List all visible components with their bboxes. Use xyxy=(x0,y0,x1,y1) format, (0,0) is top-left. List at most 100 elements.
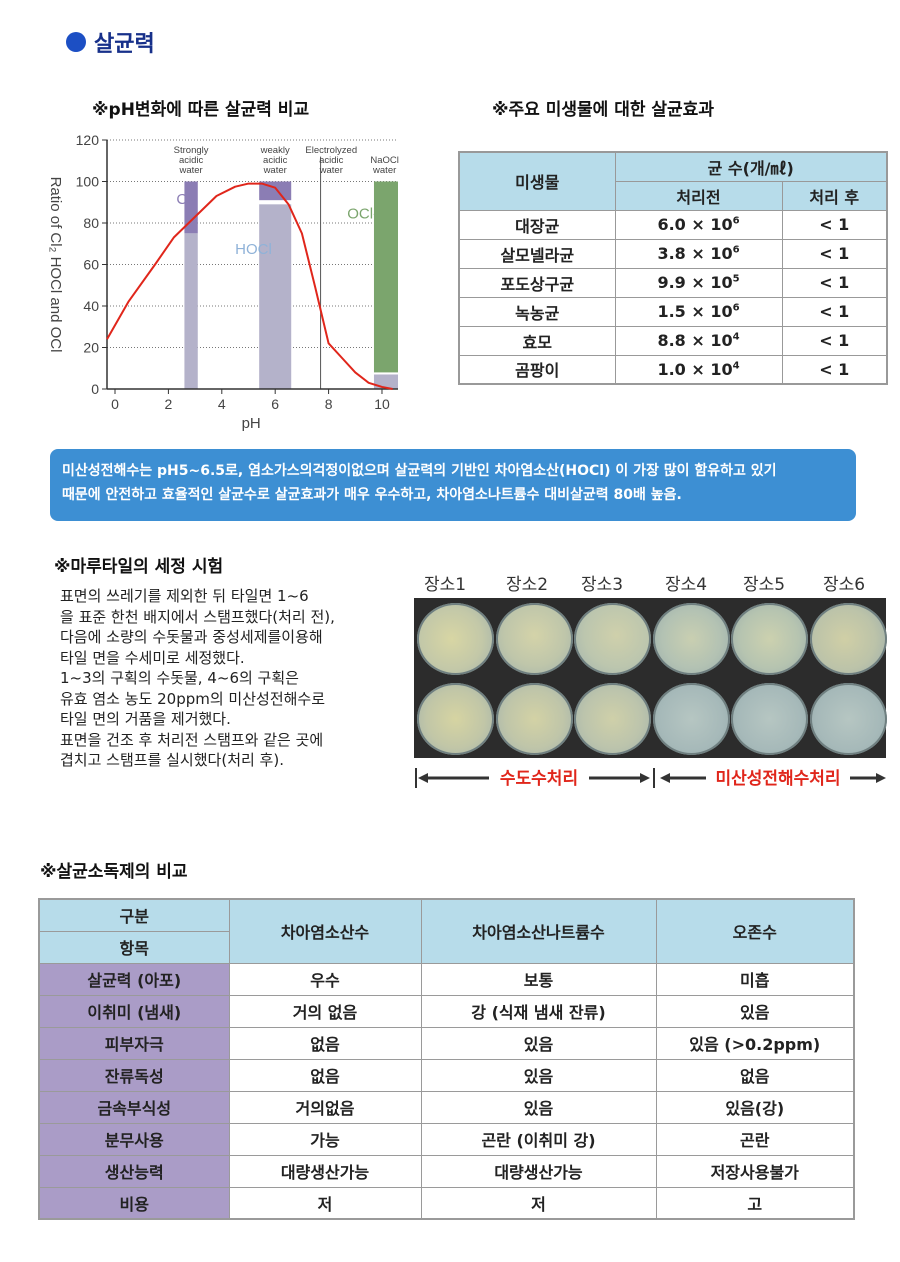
y-tick-label: 20 xyxy=(83,340,99,356)
x-tick-label: 8 xyxy=(325,396,333,412)
bar-segment xyxy=(373,181,398,373)
bar-segment xyxy=(184,181,198,234)
count-exponent: 4 xyxy=(732,360,740,372)
micro-before: 1.5 × 106 xyxy=(614,296,783,327)
count-exponent: 5 xyxy=(732,273,740,285)
x-tick-label: 4 xyxy=(218,396,226,412)
region-label: OCl- xyxy=(347,206,378,223)
column-label: water xyxy=(372,165,396,176)
petri-dish xyxy=(574,683,651,755)
ratio-curve xyxy=(106,182,393,390)
micro-name: 대장균 xyxy=(458,209,616,240)
micro-after: < 1 xyxy=(781,238,888,269)
before-header: 처리전 xyxy=(614,180,783,211)
region-label: Cl₂ xyxy=(176,191,196,208)
info-line: 때문에 안전하고 효율적인 살균수로 살균효과가 매우 우수하고, 차아염소나트… xyxy=(62,487,682,503)
section-title: 살균력 xyxy=(94,32,155,57)
compare-cell: 없음 xyxy=(655,1058,855,1092)
compare-cell: 저장사용불가 xyxy=(655,1154,855,1188)
compare-row: 금속부식성 거의없음 있음 있음(강) xyxy=(38,1090,855,1124)
column-label: water xyxy=(319,165,343,176)
column-label: Strongly xyxy=(174,145,209,156)
location-label: 장소4 xyxy=(665,575,708,595)
compare-row: 피부자극 없음 있음 있음 (>0.2ppm) xyxy=(38,1026,855,1060)
compare-cell: 고 xyxy=(655,1186,855,1220)
count-exponent: 4 xyxy=(732,331,740,343)
col-header: 차아염소산나트륨수 xyxy=(420,898,657,964)
micro-row: 대장균 6.0 × 106 < 1 xyxy=(458,209,888,240)
x-axis-label: pH xyxy=(242,415,261,432)
chart-title: ※pH변화에 따른 살균력 비교 xyxy=(92,100,310,120)
header-item: 항목 xyxy=(38,930,230,964)
micro-before: 8.8 × 104 xyxy=(614,325,783,356)
compare-cell: 저 xyxy=(228,1186,422,1220)
count-mantissa: 6.0 × 10 xyxy=(657,215,733,234)
compare-cell: 곤란 (이취미 강) xyxy=(420,1122,657,1156)
column-label: NaOCl xyxy=(370,155,399,166)
location-label: 장소5 xyxy=(743,575,786,595)
compare-row: 비용 저 저 고 xyxy=(38,1186,855,1220)
location-label: 장소3 xyxy=(581,575,624,595)
compare-cell: 없음 xyxy=(228,1058,422,1092)
petri-dish xyxy=(495,683,573,755)
region-label: HOCl xyxy=(235,241,272,258)
micro-col-header: 미생물 xyxy=(458,151,616,211)
micro-before: 3.8 × 106 xyxy=(614,238,783,269)
petri-dish-photo xyxy=(414,598,887,758)
micro-after: < 1 xyxy=(781,267,888,298)
micro-after: < 1 xyxy=(781,209,888,240)
row-label: 살균력 (아포) xyxy=(38,962,230,996)
row-label: 잔류독성 xyxy=(38,1058,230,1092)
compare-cell: 있음 xyxy=(655,994,855,1028)
description-line: 타일 면의 거품을 제거했다. xyxy=(60,710,231,728)
col-header: 오존수 xyxy=(655,898,855,964)
petri-dish xyxy=(495,603,573,675)
location-label: 장소1 xyxy=(424,575,467,595)
section-header: 살균력 xyxy=(66,26,155,58)
micro-name: 녹농균 xyxy=(458,296,616,327)
micro-name: 곰팡이 xyxy=(458,354,616,385)
count-mantissa: 1.0 × 10 xyxy=(657,359,733,379)
col-header: 차아염소산수 xyxy=(228,898,422,964)
compare-row: 살균력 (아포) 우수 보통 미흡 xyxy=(38,962,855,996)
compare-cell: 저 xyxy=(420,1186,657,1220)
micro-row: 녹농균 1.5 × 106 < 1 xyxy=(458,296,888,327)
electrolyzed-water-label: 미산성전해수처리 xyxy=(715,769,840,788)
compare-title: ※살균소독제의 비교 xyxy=(40,862,188,882)
y-tick-label: 40 xyxy=(83,298,99,314)
micro-table-title: ※주요 미생물에 대한 살균효과 xyxy=(492,100,714,120)
petri-dish xyxy=(731,603,808,675)
info-box: 미산성전해수는 pH5~6.5로, 염소가스의걱정이없으며 살균력의 기반인 차… xyxy=(50,449,856,521)
after-header: 처리 후 xyxy=(781,180,888,211)
column-label: acidic xyxy=(179,155,204,166)
row-label: 비용 xyxy=(38,1186,230,1220)
compare-cell: 있음 (>0.2ppm) xyxy=(655,1026,855,1060)
tap-water-label: 수도수처리 xyxy=(500,769,578,788)
y-tick-label: 80 xyxy=(83,215,99,231)
location-label: 장소6 xyxy=(823,575,866,595)
compare-cell: 있음 xyxy=(420,1026,657,1060)
compare-row: 분무사용 가능 곤란 (이취미 강) 곤란 xyxy=(38,1122,855,1156)
treatment-arrows: 수도수처리 미산성전해수처리 xyxy=(415,768,886,788)
petri-dish xyxy=(574,603,651,675)
compare-cell: 있음 xyxy=(420,1058,657,1092)
compare-cell: 보통 xyxy=(420,962,657,996)
compare-cell: 곤란 xyxy=(655,1122,855,1156)
micro-name: 포도상구균 xyxy=(458,267,616,298)
compare-cell: 강 (식재 냄새 잔류) xyxy=(420,994,657,1028)
count-exponent: 6 xyxy=(732,215,740,227)
petri-dish xyxy=(731,683,808,755)
x-tick-label: 2 xyxy=(165,396,173,412)
description-line: 1~3의 구획의 수돗물, 4~6의 구획은 xyxy=(60,669,299,687)
count-mantissa: 8.8 × 10 xyxy=(657,331,733,350)
micro-before: 9.9 × 105 xyxy=(614,267,783,298)
x-tick-label: 6 xyxy=(271,396,279,412)
micro-row: 살모넬라균 3.8 × 106 < 1 xyxy=(458,238,888,269)
tile-test-description: 표면의 쓰레기를 제외한 뒤 타일면 1~6 을 표준 한천 배지에서 스탬프했다… xyxy=(60,586,400,771)
micro-name: 효모 xyxy=(458,325,616,356)
petri-dish xyxy=(809,683,887,755)
description-line: 표면의 쓰레기를 제외한 뒤 타일면 1~6 xyxy=(60,587,309,605)
bar-segment xyxy=(184,233,198,389)
y-axis-label: Ratio of Cl₂ HOCl and OCl xyxy=(47,177,64,353)
micro-after: < 1 xyxy=(781,325,888,356)
